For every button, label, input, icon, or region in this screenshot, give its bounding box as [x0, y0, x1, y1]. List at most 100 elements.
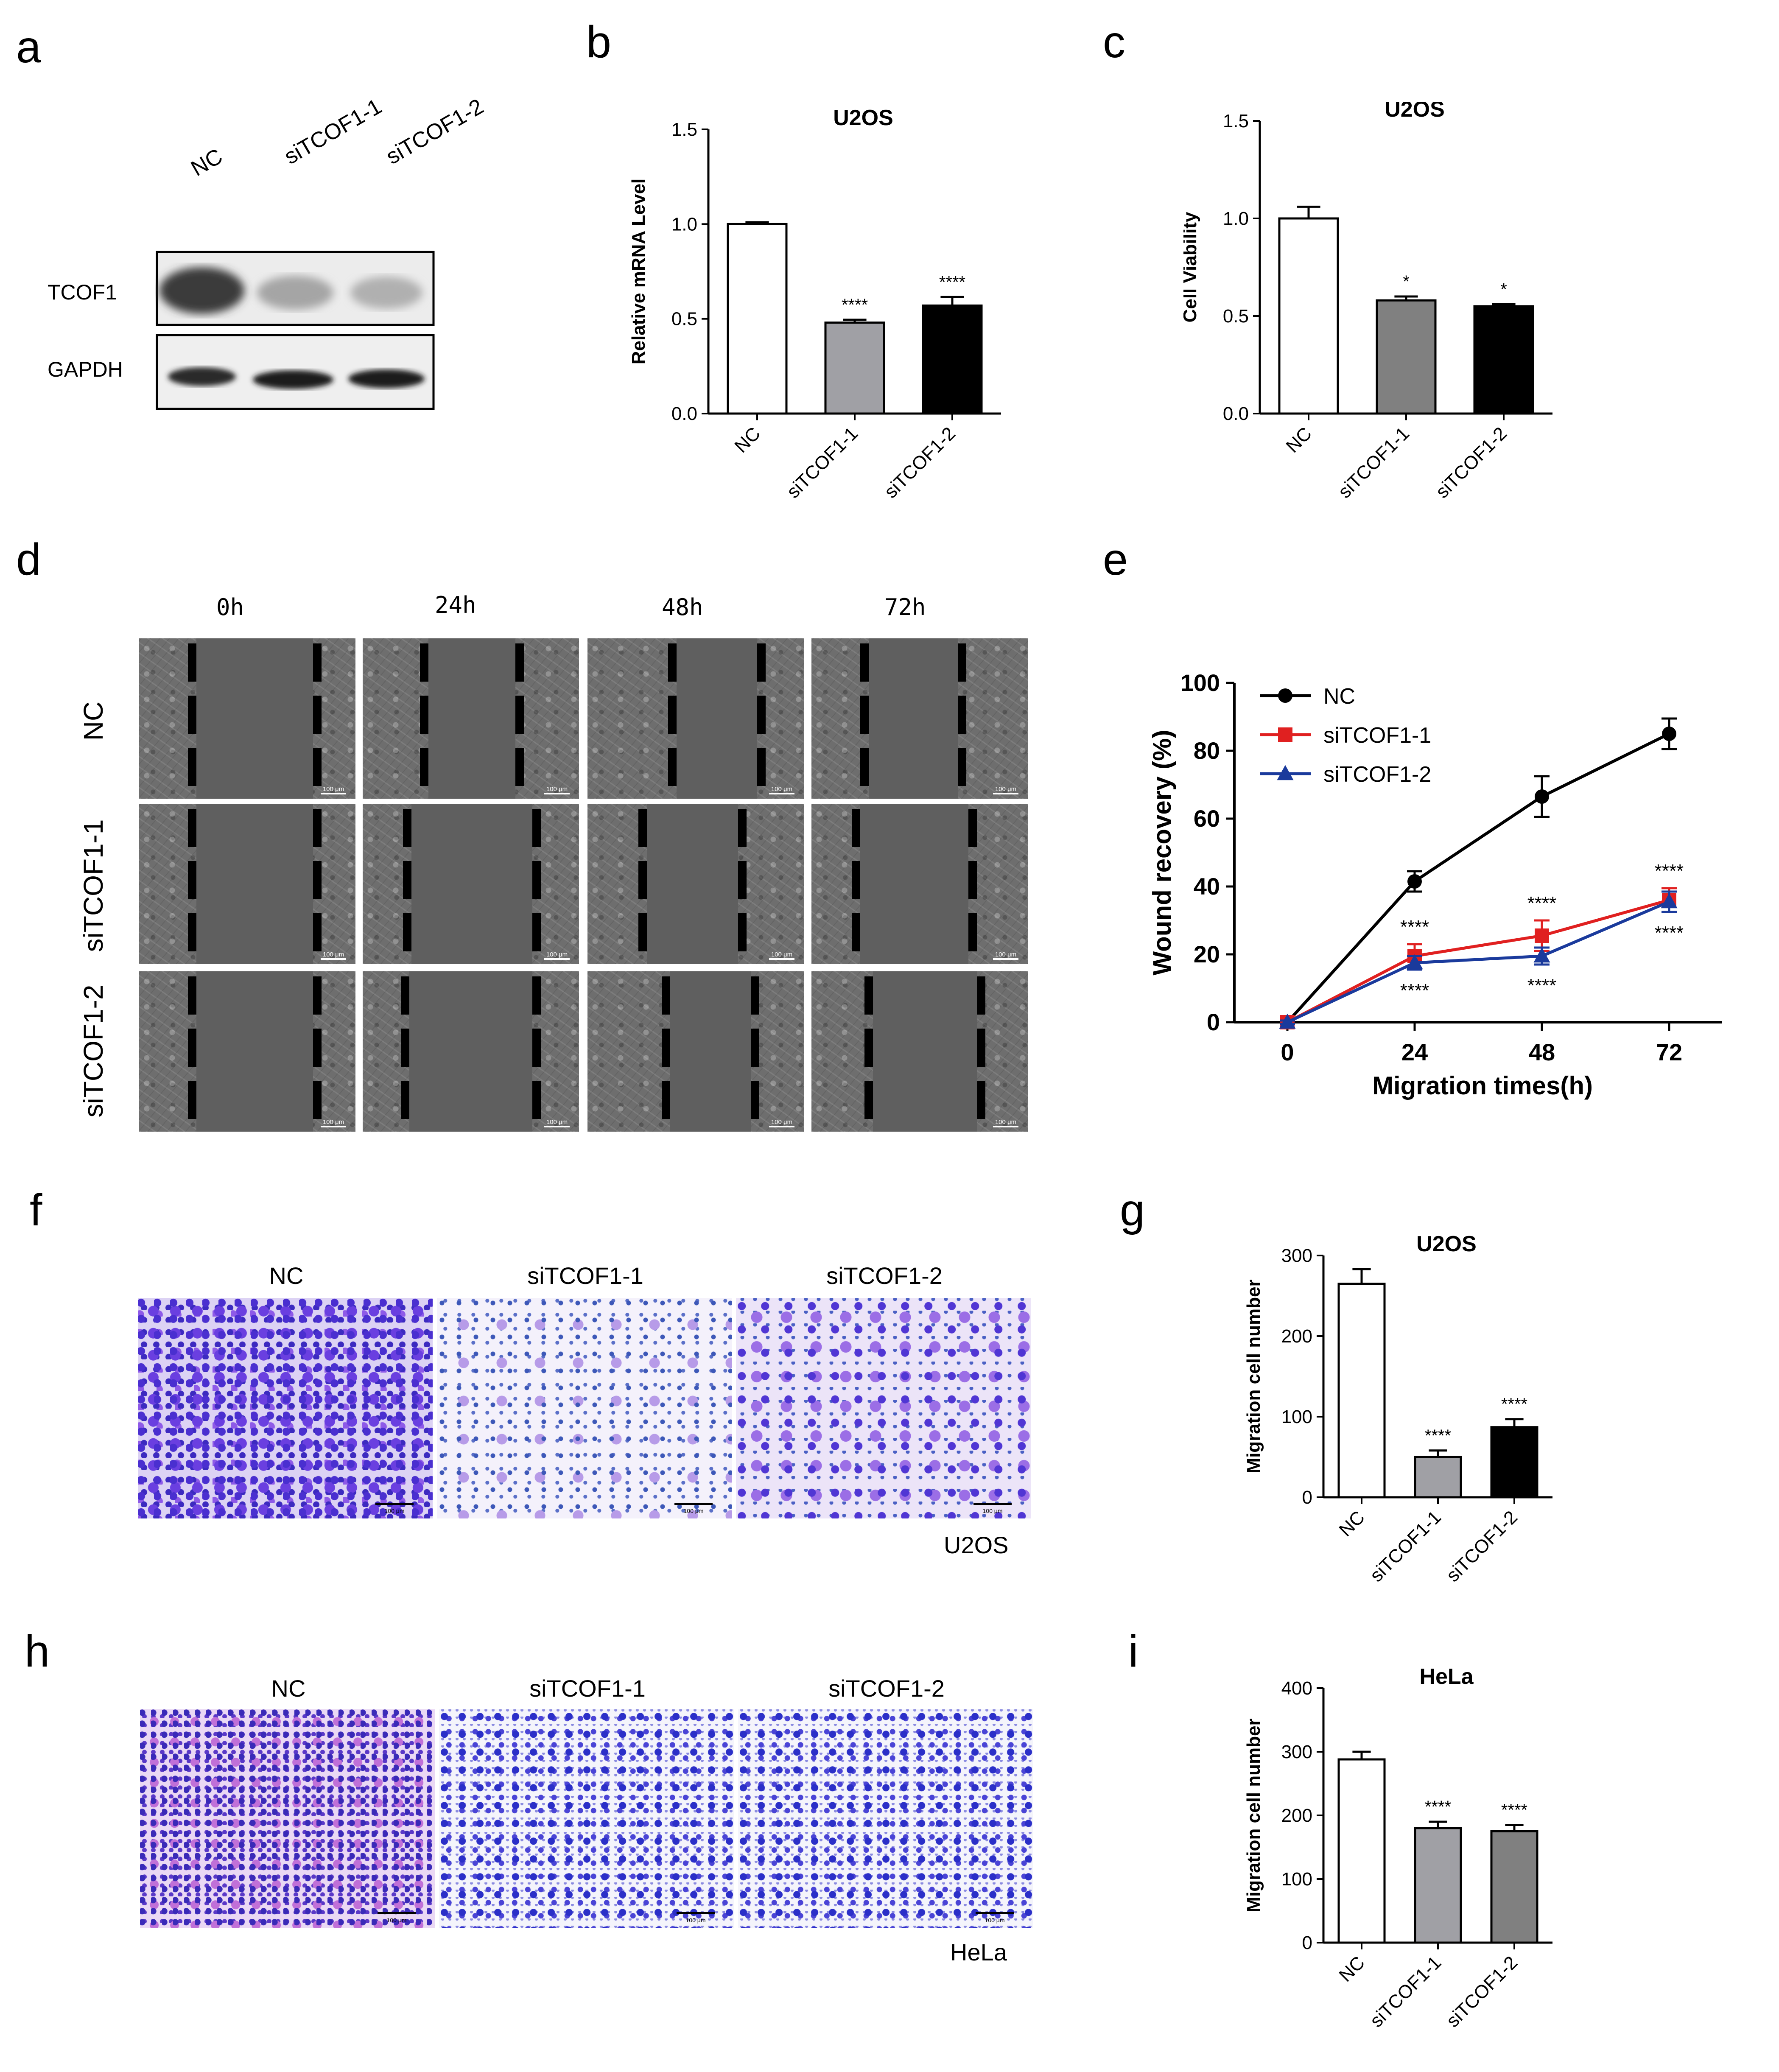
significance-label: **** [1400, 980, 1429, 1001]
wound-edge-marker [662, 976, 670, 1015]
blot-row-label: GAPDH [48, 358, 123, 381]
wound-edge-marker [751, 1029, 759, 1067]
panel-label-i: i [1128, 1626, 1138, 1676]
cell-line-label: HeLa [950, 1939, 1007, 1966]
blot-lane-label: siTCOF1-1 [280, 94, 386, 170]
wound-edge-marker [515, 643, 524, 682]
blot-row-label: TCOF1 [48, 280, 117, 304]
wound-edge-marker [313, 1029, 322, 1067]
wound-edge-marker [515, 696, 524, 734]
significance-label: **** [1400, 917, 1429, 937]
wound-edge-marker [638, 913, 647, 951]
significance-label: **** [1501, 1395, 1527, 1414]
wound-image: 100 μm [139, 804, 355, 964]
bar [1278, 217, 1339, 415]
y-axis-label: Wound recovery (%) [1148, 730, 1176, 976]
data-point [1662, 727, 1676, 741]
scale-bar-label: 100 μm [771, 786, 793, 793]
significance-label: **** [1655, 861, 1684, 881]
transwell-column-label: siTCOF1-1 [527, 1262, 643, 1289]
scale-bar: 100 μm [769, 1118, 794, 1127]
series-siTCOF1-2 [1279, 890, 1678, 1029]
wound-edge-marker [977, 1081, 985, 1119]
scale-bar [973, 1503, 1012, 1505]
wound-edge-marker [852, 913, 860, 951]
series-line [1286, 732, 1670, 1023]
chart-title: U2OS [833, 106, 893, 130]
wound-image: 100 μm [363, 804, 579, 964]
significance-label: **** [1655, 923, 1684, 943]
panel-label-b: b [586, 17, 611, 67]
wound-edge-marker [532, 913, 541, 951]
scale-bar: 100 μm [321, 1118, 346, 1127]
data-point [1661, 893, 1678, 909]
scale-bar: 100 μm [993, 786, 1018, 794]
transwell-column-label: NC [271, 1675, 306, 1702]
panel-label-d: d [16, 534, 41, 584]
x-tick-label: siTCOF1-1 [783, 423, 862, 502]
chart-e: 0 20 40 60 80 100 0 24 48 72 Migration times(h) Wou… [1148, 669, 1722, 1100]
series-line [1287, 898, 1670, 1024]
wound-edge-marker [188, 696, 196, 734]
wound-edge-marker [757, 696, 766, 734]
transwell-image: 100 μm [140, 1709, 435, 1928]
wound-edge-marker [401, 1029, 409, 1067]
y-tick-label: 0 [1207, 1009, 1220, 1035]
transwell-column-label: siTCOF1-1 [529, 1675, 646, 1702]
significance-label: * [1403, 272, 1410, 291]
wound-time-label: 72h [884, 594, 926, 621]
transwell-image: 100 μm [738, 1709, 1033, 1928]
wound-edge-marker [668, 696, 677, 734]
scale-bar-label: 100 μm [685, 1917, 706, 1924]
y-tick-label: 100 [1281, 1406, 1312, 1427]
series-line [1287, 900, 1670, 1024]
wound-image: 100 μm [587, 638, 804, 799]
wound-edge-marker [403, 809, 411, 847]
significance-label: **** [1501, 1801, 1527, 1820]
wound-edge-marker [532, 1081, 541, 1119]
x-tick-label: siTCOF1-1 [1334, 423, 1413, 502]
y-tick-label: 0.5 [1223, 306, 1249, 327]
chart-title: U2OS [1385, 102, 1445, 122]
panel-label-h: h [25, 1626, 50, 1676]
blot-image [156, 251, 435, 410]
data-point [1406, 954, 1423, 970]
y-tick-label: 20 [1194, 941, 1220, 967]
bar [1490, 1426, 1538, 1499]
y-axis-label: Migration cell number [1243, 1718, 1264, 1912]
wound-edge-marker [401, 976, 409, 1015]
wound-edge-marker [188, 976, 196, 1015]
wound-edge-marker [532, 809, 541, 847]
scale-bar-label: 100 μm [322, 1118, 344, 1126]
wound-edge-marker [662, 1081, 670, 1119]
x-tick-label: siTCOF1-2 [1442, 1952, 1522, 2031]
x-tick-label: NC [1335, 1507, 1369, 1541]
legend: NC siTCOF1-1 siTCOF1-2 [1260, 684, 1431, 787]
wound-edge-marker [420, 748, 428, 786]
wound-edge-marker [860, 696, 869, 734]
scale-bar-label: 100 μm [982, 1507, 1003, 1514]
data-point [1278, 688, 1292, 703]
transwell-image: 100 μm [439, 1709, 734, 1928]
chart-g: 0 100 200 300 U2OS Migration cell number NC ***… [1243, 1232, 1552, 1586]
wound-edge-marker [958, 696, 966, 734]
wound-image: 100 μm [363, 971, 579, 1132]
wound-edge-marker [188, 861, 196, 899]
scale-bar-label: 100 μm [995, 951, 1017, 958]
significance-label: **** [939, 273, 965, 291]
wound-edge-marker [738, 913, 747, 951]
y-tick-label: 0 [1302, 1932, 1312, 1953]
y-tick-label: 0.0 [1223, 403, 1249, 424]
scale-bar [378, 1912, 416, 1914]
chart-title: HeLa [1419, 1664, 1474, 1689]
wound-edge-marker [852, 809, 860, 847]
y-tick-label: 80 [1194, 737, 1220, 764]
y-tick-label: 1.0 [671, 214, 697, 235]
bar [922, 304, 983, 415]
y-tick-label: 1.5 [1223, 111, 1249, 131]
wound-edge-marker [958, 748, 966, 786]
scale-bar: 100 μm [321, 951, 346, 960]
wound-edge-marker [977, 1029, 985, 1067]
wound-edge-marker [638, 861, 647, 899]
wound-edge-marker [757, 748, 766, 786]
